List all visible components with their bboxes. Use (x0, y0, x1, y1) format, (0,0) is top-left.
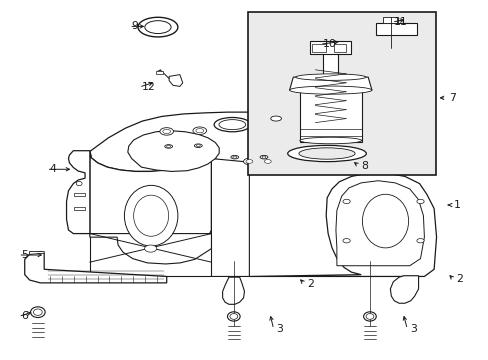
Ellipse shape (144, 245, 157, 252)
Ellipse shape (416, 239, 423, 243)
Polygon shape (389, 276, 418, 303)
Polygon shape (335, 181, 424, 266)
Text: 4: 4 (49, 164, 56, 174)
Ellipse shape (366, 314, 373, 319)
Bar (311, 44, 326, 52)
Text: 10: 10 (322, 39, 335, 49)
Ellipse shape (124, 185, 178, 246)
Ellipse shape (160, 128, 173, 135)
Polygon shape (90, 112, 362, 171)
Ellipse shape (262, 156, 265, 158)
Ellipse shape (214, 117, 250, 132)
Polygon shape (25, 251, 166, 283)
Text: 7: 7 (448, 93, 455, 103)
Bar (383, 17, 397, 23)
Polygon shape (249, 173, 436, 276)
Polygon shape (127, 131, 219, 171)
Text: 1: 1 (453, 200, 460, 210)
Bar (334, 44, 346, 52)
Ellipse shape (362, 194, 408, 248)
Polygon shape (90, 234, 211, 264)
Ellipse shape (227, 312, 240, 321)
Ellipse shape (196, 145, 200, 147)
Polygon shape (66, 151, 90, 234)
Ellipse shape (295, 74, 365, 80)
Text: 2: 2 (306, 279, 313, 289)
Ellipse shape (219, 120, 245, 130)
Ellipse shape (298, 148, 354, 159)
Ellipse shape (138, 17, 178, 37)
Text: 3: 3 (409, 324, 416, 334)
Ellipse shape (230, 156, 238, 159)
Ellipse shape (164, 145, 172, 148)
Polygon shape (211, 158, 249, 276)
Ellipse shape (232, 156, 236, 158)
Text: 3: 3 (276, 324, 283, 334)
Text: 8: 8 (361, 161, 367, 171)
Polygon shape (169, 75, 183, 86)
Bar (74, 193, 85, 196)
Ellipse shape (30, 307, 45, 318)
Text: 5: 5 (21, 250, 28, 260)
Ellipse shape (416, 199, 423, 203)
Ellipse shape (243, 158, 255, 165)
Ellipse shape (342, 199, 349, 203)
Polygon shape (90, 151, 211, 271)
Polygon shape (323, 53, 338, 77)
Ellipse shape (264, 159, 271, 163)
Polygon shape (289, 77, 371, 90)
Text: 2: 2 (455, 274, 462, 284)
Bar (156, 71, 163, 74)
Polygon shape (30, 251, 44, 254)
Ellipse shape (133, 195, 168, 236)
Polygon shape (299, 90, 361, 142)
Ellipse shape (196, 129, 203, 133)
Ellipse shape (260, 156, 267, 159)
Text: 11: 11 (393, 17, 407, 27)
Bar (375, 23, 416, 35)
Bar (248, 12, 435, 175)
Ellipse shape (299, 137, 361, 144)
Ellipse shape (166, 145, 170, 148)
Ellipse shape (194, 144, 202, 148)
Polygon shape (90, 234, 211, 276)
Ellipse shape (245, 159, 252, 163)
Ellipse shape (270, 116, 281, 121)
Ellipse shape (342, 239, 349, 243)
Ellipse shape (163, 129, 170, 134)
Ellipse shape (262, 158, 273, 165)
Text: 6: 6 (21, 311, 28, 321)
Ellipse shape (266, 114, 285, 122)
Ellipse shape (33, 309, 42, 315)
Ellipse shape (193, 127, 206, 134)
Text: 12: 12 (141, 82, 155, 92)
Ellipse shape (363, 312, 375, 321)
Ellipse shape (289, 86, 371, 94)
Ellipse shape (229, 314, 237, 319)
Ellipse shape (76, 181, 82, 186)
Ellipse shape (144, 21, 171, 33)
Ellipse shape (287, 145, 366, 162)
Bar (74, 207, 85, 210)
Polygon shape (309, 41, 351, 54)
Polygon shape (222, 277, 244, 304)
Text: 9: 9 (131, 21, 138, 31)
